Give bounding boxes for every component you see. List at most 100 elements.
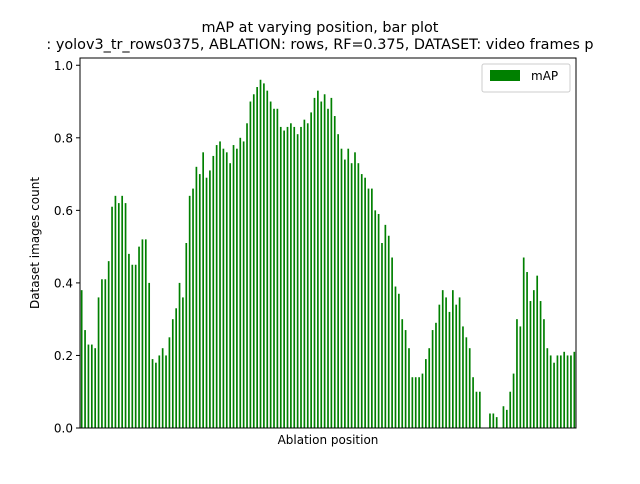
bars-group — [80, 79, 576, 429]
bar — [306, 123, 309, 428]
bar — [158, 355, 161, 428]
bar — [553, 362, 555, 428]
bar — [107, 261, 110, 428]
bar — [222, 148, 225, 428]
bar — [192, 188, 194, 428]
bar — [566, 355, 569, 428]
bar — [87, 344, 90, 428]
bar — [489, 413, 491, 428]
bar — [148, 282, 151, 428]
bar — [529, 301, 532, 428]
bar — [209, 170, 211, 428]
bar — [543, 319, 545, 428]
bar — [313, 97, 316, 429]
bar — [300, 126, 302, 429]
bar — [144, 239, 147, 428]
bar — [418, 377, 420, 428]
bar — [138, 246, 140, 428]
bar — [198, 174, 201, 428]
bar — [357, 163, 360, 428]
bar — [387, 235, 390, 428]
bar — [563, 351, 566, 428]
bar — [290, 123, 292, 428]
bar — [279, 126, 282, 429]
bar — [539, 301, 542, 428]
bar — [219, 141, 221, 428]
bar — [462, 326, 464, 428]
bar — [236, 148, 238, 428]
bar — [458, 297, 461, 428]
bar — [573, 351, 576, 428]
bar — [175, 308, 178, 428]
bar — [411, 377, 414, 428]
bar — [354, 152, 356, 428]
bar — [239, 137, 242, 429]
bar — [360, 174, 363, 428]
bar — [165, 355, 167, 428]
bar — [522, 257, 525, 428]
bar — [532, 290, 535, 428]
bar — [478, 391, 481, 428]
bar — [391, 257, 393, 428]
bar — [246, 123, 248, 428]
bar — [516, 319, 518, 428]
bar — [559, 355, 562, 428]
bar — [428, 348, 431, 428]
bar — [293, 126, 296, 429]
bar — [296, 134, 299, 428]
bar — [97, 297, 100, 428]
bar — [114, 195, 117, 428]
bar — [151, 359, 154, 428]
bar — [384, 224, 387, 428]
bar — [330, 97, 333, 429]
bar — [80, 290, 83, 428]
bar — [273, 108, 275, 428]
bar — [556, 355, 559, 428]
bar — [536, 275, 539, 428]
bar — [124, 203, 127, 428]
bar — [195, 166, 198, 428]
bar — [502, 406, 505, 428]
bar — [171, 319, 174, 428]
bar — [401, 319, 404, 428]
bar — [452, 290, 454, 428]
bar — [408, 348, 410, 428]
bar — [394, 286, 397, 428]
bar — [455, 304, 458, 428]
chart-subtitle: : yolov3_tr_rows0375, ABLATION: rows, RF… — [46, 37, 593, 53]
bar — [475, 391, 478, 428]
bar — [263, 83, 265, 428]
bar — [90, 344, 93, 428]
bar — [438, 304, 441, 428]
bar — [276, 108, 279, 428]
plot-frame — [79, 57, 577, 429]
bar — [337, 134, 339, 428]
legend: mAP — [481, 63, 571, 93]
bar — [435, 322, 437, 428]
bar — [431, 330, 434, 428]
bar — [546, 348, 549, 428]
bar — [205, 177, 208, 428]
bar — [286, 126, 289, 429]
bar — [398, 293, 400, 428]
bar — [377, 213, 380, 428]
bar — [374, 210, 377, 428]
bar — [259, 79, 262, 428]
bar — [232, 145, 235, 428]
bar — [229, 163, 231, 428]
bar — [215, 145, 218, 428]
legend-label: mAP — [531, 69, 558, 83]
bar — [327, 108, 329, 428]
bar — [347, 148, 350, 428]
bar — [283, 130, 285, 429]
bar — [344, 159, 346, 428]
bar — [111, 206, 113, 428]
bar — [141, 239, 144, 428]
bar — [168, 337, 171, 428]
bar — [350, 163, 353, 428]
bar — [182, 297, 184, 428]
bar — [242, 141, 245, 428]
bar — [178, 282, 181, 428]
